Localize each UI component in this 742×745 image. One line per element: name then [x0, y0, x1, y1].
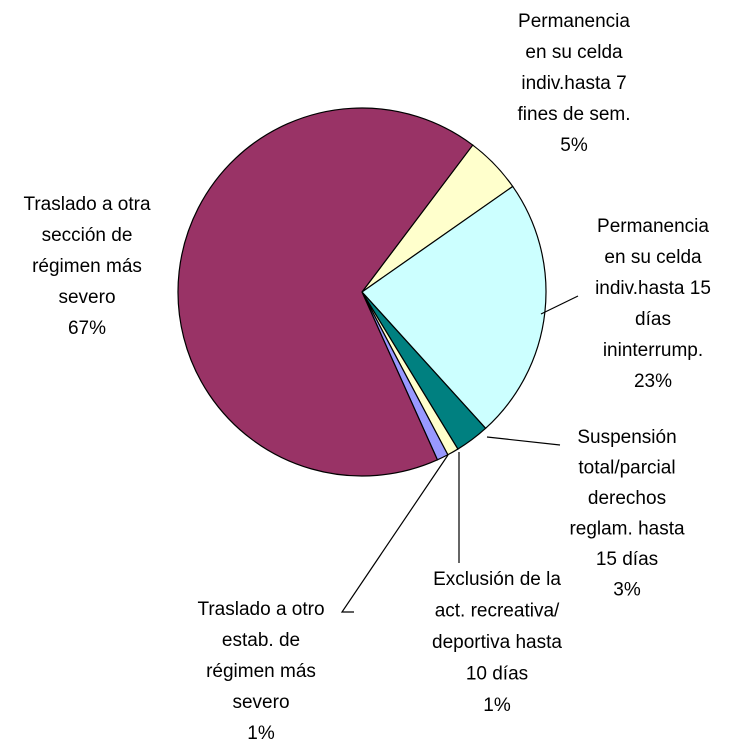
leader-line: [486, 436, 561, 446]
slice-label: Traslado a otra sección de régimen más seve…: [23, 194, 151, 308]
slice-label: Exclusión de la act. recreativa/deportiva…: [432, 569, 562, 685]
slice-value-label: 5%: [560, 135, 588, 156]
leader-line: [340, 454, 449, 613]
slice-value-label: 67%: [68, 318, 106, 339]
slice-value-label: 1%: [483, 695, 511, 716]
slice-label: Permanencia en su celda indiv.hasta 7 fines…: [518, 11, 631, 125]
pie-slice: [177, 107, 474, 477]
slice-label: Traslado a otro estab. de régimen más sever…: [197, 599, 324, 713]
slice-value-label: 23%: [634, 371, 672, 392]
slice-value-label: 3%: [613, 580, 641, 601]
slice-value-label: 1%: [247, 723, 275, 744]
leader-line: [540, 295, 579, 315]
slice-label: Permanencia en su celda indiv.hasta 15 días…: [595, 216, 711, 361]
slice-label: Suspensión total/parcial derechos reglam. h…: [569, 427, 685, 570]
